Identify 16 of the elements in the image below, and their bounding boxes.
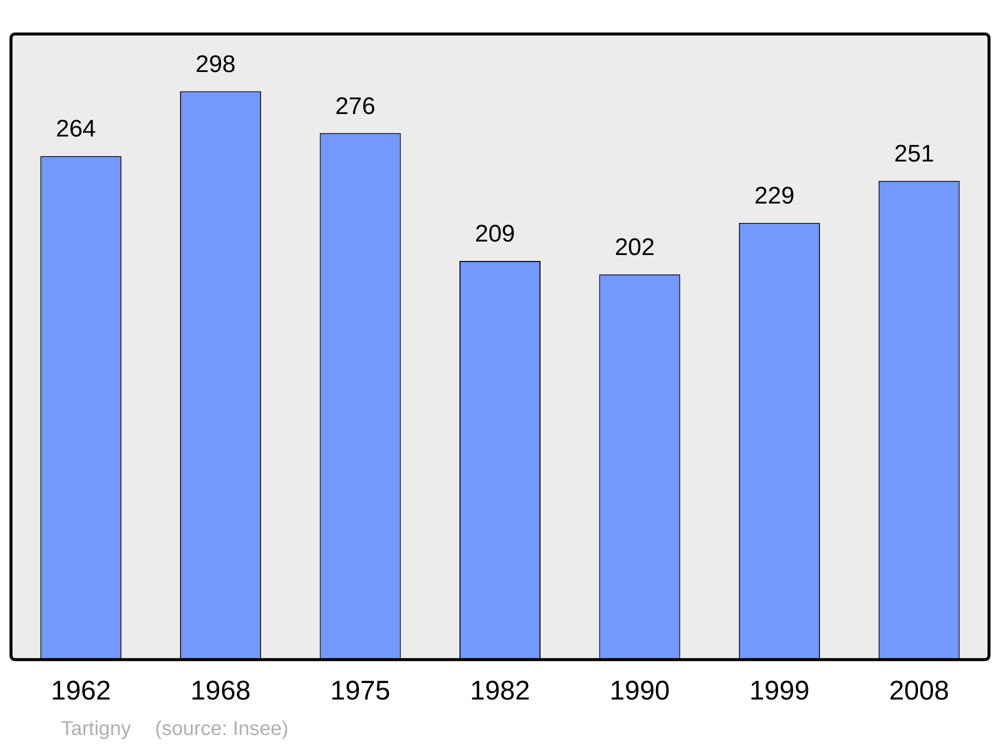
text: Tartigny [61,718,132,741]
data-label: 298 [196,50,236,78]
x-tick-label: 1968 [190,675,251,706]
x-tick-label: 1962 [50,675,111,706]
x-tick-label: 1999 [749,675,810,706]
data-label: 209 [474,220,516,248]
text: (source: Insee) [155,718,288,741]
data-label: 264 [56,116,96,143]
x-tick-label: 1975 [330,675,390,706]
x-tick-label: 2008 [889,675,950,706]
data-label: 251 [894,140,934,168]
x-tick-label: 1990 [610,675,670,706]
x-tick-label: 1982 [470,675,530,706]
data-label: 202 [614,234,655,261]
data-label: 276 [335,92,376,120]
data-label: 229 [754,182,794,210]
